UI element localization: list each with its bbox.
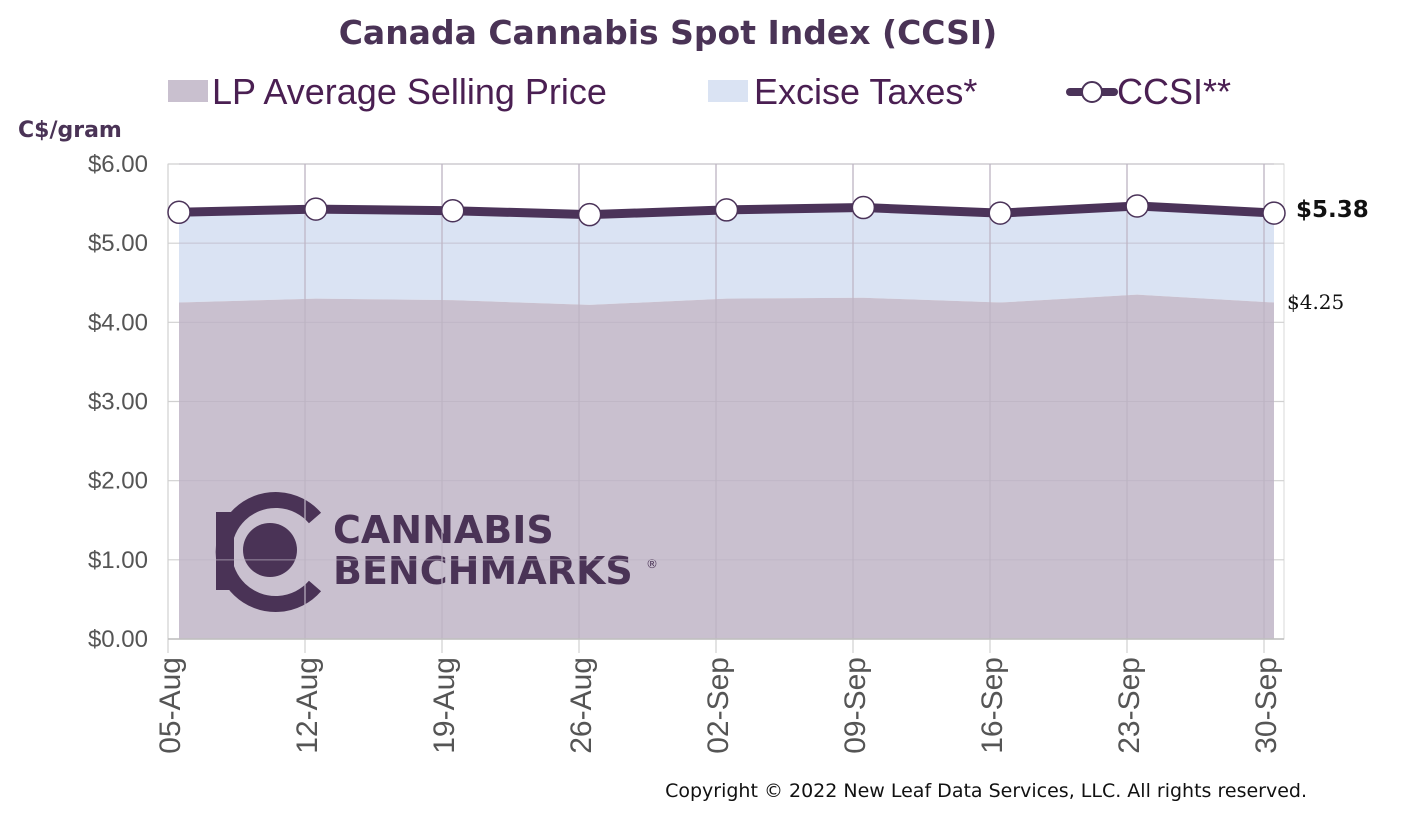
axes [168,163,1284,640]
watermark-logo: CANNABIS BENCHMARKS ® [215,492,658,612]
ccsi-point [1262,201,1286,225]
y-tick-label: $6.00 [88,151,148,178]
ccsi-end-label: $5.38 [1296,197,1369,223]
ccsi-point [1125,194,1149,218]
y-axis-label: C$/gram [18,118,122,143]
copyright-notice: Copyright © 2022 New Leaf Data Services,… [665,780,1307,802]
x-tick-label: 09-Sep [839,657,872,754]
ccsi-point [441,198,465,223]
ccsi-point [167,200,191,225]
ccsi-point [577,202,602,227]
ccsi-line-series [167,194,1286,227]
legend-swatch-ccsi-marker [1081,81,1103,103]
ccsi-point [988,201,1012,225]
legend-swatch-excise [708,80,748,102]
logo-stem [216,512,234,590]
ccsi-point [851,195,876,220]
excise-taxes-area [179,205,1274,305]
lp-end-label: $4.25 [1287,290,1344,314]
ccsi-point [304,197,328,221]
y-tick-label: $5.00 [88,230,148,257]
x-tick-label: 19-Aug [428,657,461,754]
x-tick-label: 12-Aug [291,657,324,754]
y-tick-label: $0.00 [88,626,148,653]
watermark-line1: CANNABIS [333,508,554,552]
y-tick-label: $1.00 [88,547,148,574]
logo-inner-dot [243,523,297,577]
legend-item-lp: LP Average Selling Price [168,71,607,112]
x-tick-label: 30-Sep [1250,657,1283,754]
ccsi-point [714,198,739,222]
legend-label-lp: LP Average Selling Price [212,71,607,112]
legend-item-ccsi: CCSI** [1066,71,1231,112]
x-tick-label: 02-Sep [702,657,735,754]
y-tick-label: $4.00 [88,309,148,336]
axis-labels: $0.00 $1.00 $2.00 $3.00 $4.00 $5.00 $6.00 05-Au… [88,151,1283,754]
y-tick-label: $3.00 [88,389,148,416]
x-tick-label: 05-Aug [154,657,187,754]
area-series [179,205,1274,639]
watermark-line2: BENCHMARKS [333,549,633,593]
legend-label-excise: Excise Taxes* [754,71,977,112]
legend: LP Average Selling Price Excise Taxes* C… [168,71,1231,112]
chart-title: Canada Cannabis Spot Index (CCSI) [339,13,998,52]
x-tick-label: 23-Sep [1113,657,1146,754]
legend-item-excise: Excise Taxes* [708,71,977,112]
lp-price-area [179,294,1274,639]
y-tick-label: $2.00 [88,468,148,495]
legend-label-ccsi: CCSI** [1117,71,1231,112]
legend-swatch-lp [168,80,208,102]
x-tick-label: 16-Sep [976,657,1009,754]
x-tick-label: 26-Aug [565,657,598,754]
watermark-registered: ® [646,557,658,571]
